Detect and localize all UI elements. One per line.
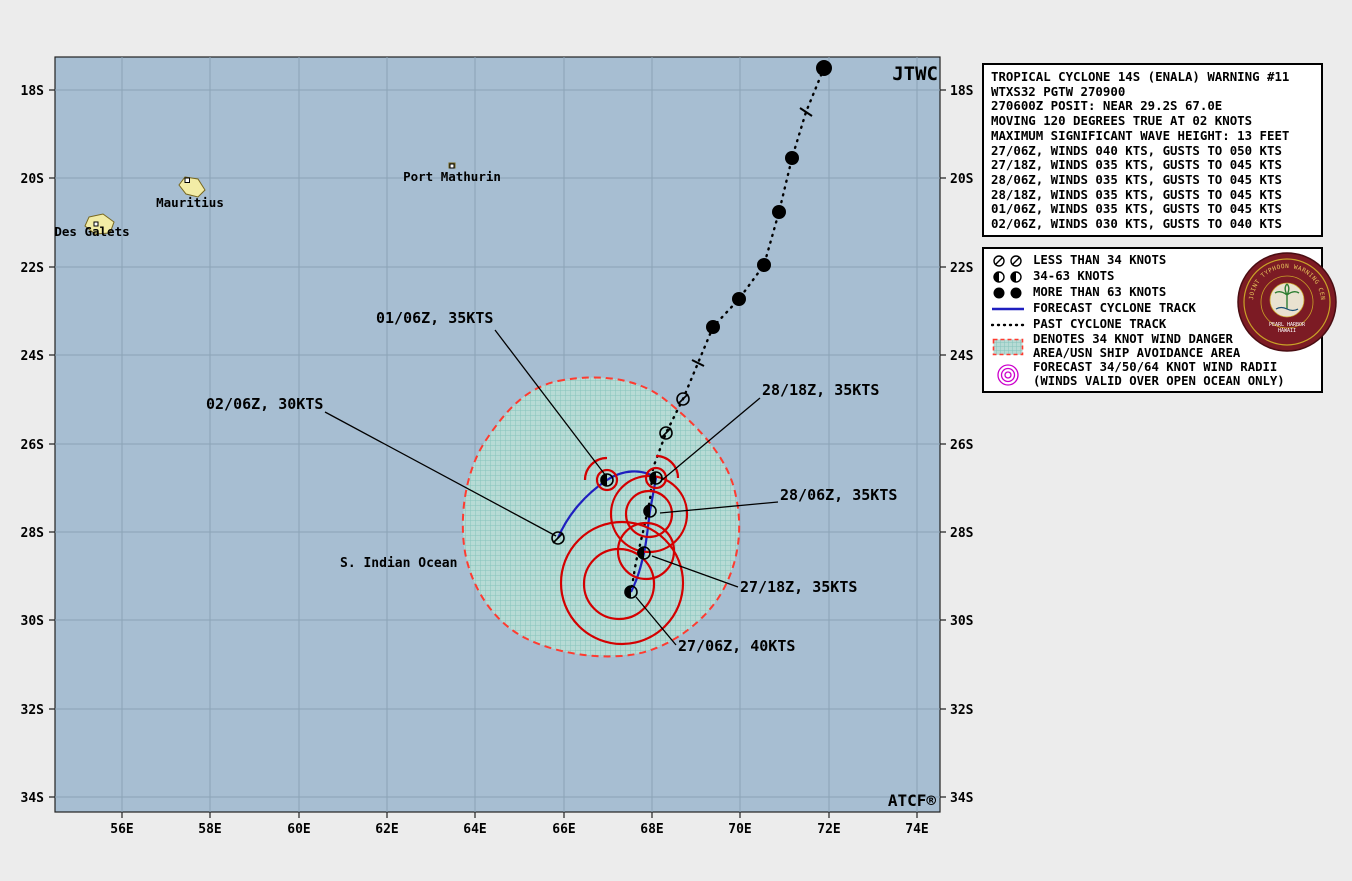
callout-label: 28/06Z, 35KTS: [780, 486, 897, 504]
lat-label: 30S: [950, 614, 974, 629]
lat-label: 26S: [21, 438, 45, 453]
legend-row-wind-radii: FORECAST 34/50/64 KNOT WIND RADII (WINDS…: [989, 360, 1316, 388]
legend-row-gt63: MORE THAN 63 KNOTS: [989, 285, 1316, 300]
lon-label: 66E: [552, 822, 575, 837]
lat-label: 20S: [950, 172, 974, 187]
atcf-watermark: ATCF®: [888, 791, 937, 810]
warning-info-box: TROPICAL CYCLONE 14S (ENALA) WARNING #11…: [982, 63, 1323, 237]
lon-label: 62E: [375, 822, 398, 837]
lat-label: 28S: [21, 526, 45, 541]
legend-label: PAST CYCLONE TRACK: [1033, 316, 1167, 331]
callout-label: 01/06Z, 35KTS: [376, 309, 493, 327]
port-mathurin-marker: [449, 163, 455, 169]
callout-label: 27/18Z, 35KTS: [740, 578, 857, 596]
legend-label: MORE THAN 63 KNOTS: [1033, 284, 1167, 299]
lon-label: 64E: [463, 822, 486, 837]
lat-label: 30S: [21, 614, 45, 629]
warning-info-line: 27/06Z, WINDS 040 KTS, GUSTS TO 050 KTS: [991, 142, 1282, 158]
ocean-label: S. Indian Ocean: [340, 556, 457, 571]
callout-label: 02/06Z, 30KTS: [206, 395, 323, 413]
city-markers: [93, 163, 455, 227]
place-label-port-mathurin: Port Mathurin: [403, 169, 501, 184]
mauritius-marker: [184, 177, 190, 183]
island-reunion: [84, 213, 115, 235]
forecast-position-symbols: [551, 471, 663, 599]
seal-location-line2: HAWAII: [1278, 328, 1296, 334]
lat-label: 22S: [21, 261, 45, 276]
callout-label: 28/18Z, 35KTS: [762, 381, 879, 399]
callout-label: 27/06Z, 40KTS: [678, 637, 795, 655]
wind-radii-arcs: [559, 454, 689, 646]
lat-label: 24S: [950, 349, 974, 364]
lon-label: 58E: [198, 822, 221, 837]
des-galets-marker: [93, 221, 99, 227]
lat-label: 32S: [950, 703, 974, 718]
legend-row-forecast-track: FORECAST CYCLONE TRACK: [989, 301, 1316, 316]
wind-radii-symbol-icon: [989, 363, 1027, 387]
past-track-lt34-symbols: [659, 392, 690, 440]
lon-label: 70E: [728, 822, 751, 837]
callout-leaders: [324, 329, 779, 646]
lat-label: 34S: [21, 791, 45, 806]
gt63-symbol-icon: [989, 286, 1027, 300]
34to63-symbol-icon: [989, 270, 1027, 284]
lat-label: 18S: [21, 84, 45, 99]
danger-area-swatch-icon: [989, 338, 1027, 356]
legend-row-34to63: 34-63 KNOTS: [989, 269, 1316, 284]
warning-info-line: 270600Z POSIT: NEAR 29.2S 67.0E: [991, 98, 1223, 114]
warning-info-line: 01/06Z, WINDS 035 KTS, GUSTS TO 045 KTS: [991, 201, 1282, 217]
past-track-line: [629, 66, 826, 594]
jtwc-seal-logo: JOINT TYPHOON WARNING CENTER PEARL HARBO…: [1236, 251, 1337, 352]
axis-ticks: [49, 89, 946, 818]
lat-label: 18S: [950, 84, 974, 99]
warning-info-line: MOVING 120 DEGREES TRUE AT 02 KNOTS: [991, 113, 1253, 129]
lat-label: 28S: [950, 526, 974, 541]
jtwc-watermark: JTWC: [892, 63, 938, 85]
past-track-line-icon: [989, 320, 1027, 330]
lon-label: 68E: [640, 822, 663, 837]
legend-row-danger-area: DENOTES 34 KNOT WIND DANGER AREA/USN SHI…: [989, 332, 1316, 360]
legend-label: LESS THAN 34 KNOTS: [1033, 252, 1167, 267]
past-track-gt63-symbols: [706, 60, 832, 334]
warning-info-line: WTXS32 PGTW 270900: [991, 83, 1126, 99]
seal-waves-icon: [1275, 306, 1299, 312]
warning-info-line: 02/06Z, WINDS 030 KTS, GUSTS TO 040 KTS: [991, 216, 1282, 232]
lat-label: 32S: [21, 703, 45, 718]
legend-row-past-track: PAST CYCLONE TRACK: [989, 317, 1316, 332]
lon-label: 56E: [110, 822, 133, 837]
warning-info-line: 28/06Z, WINDS 035 KTS, GUSTS TO 045 KTS: [991, 171, 1282, 187]
lt34-symbol-icon: [989, 254, 1027, 268]
forecast-track-line-icon: [989, 304, 1027, 314]
lon-label: 60E: [287, 822, 310, 837]
warning-info-line: MAXIMUM SIGNIFICANT WAVE HEIGHT: 13 FEET: [991, 127, 1290, 143]
lat-label: 26S: [950, 438, 974, 453]
past-track-intermediate-ticks: [691, 107, 813, 367]
place-label-des-galets: Des Galets: [54, 224, 129, 239]
lat-label: 20S: [21, 172, 45, 187]
place-label-mauritius: Mauritius: [156, 195, 224, 210]
lat-label: 24S: [21, 349, 45, 364]
warning-info-line: 27/18Z, WINDS 035 KTS, GUSTS TO 045 KTS: [991, 157, 1282, 173]
warning-title: TROPICAL CYCLONE 14S (ENALA) WARNING #11: [991, 69, 1290, 84]
lat-label: 34S: [950, 791, 974, 806]
warning-info-line: 28/18Z, WINDS 035 KTS, GUSTS TO 045 KTS: [991, 186, 1282, 202]
legend-row-lt34: LESS THAN 34 KNOTS: [989, 253, 1316, 268]
seal-location-line1: PEARL HARBOR: [1269, 322, 1306, 328]
lat-label: 22S: [950, 261, 974, 276]
danger-area: [461, 376, 741, 658]
lon-label: 74E: [905, 822, 928, 837]
legend-box: LESS THAN 34 KNOTS 34-63 KNOTS MOR: [982, 247, 1323, 393]
seal-palm-icon: [1274, 283, 1300, 309]
legend-label: DENOTES 34 KNOT WIND DANGER AREA/USN SHI…: [1033, 332, 1241, 360]
legend-label: FORECAST CYCLONE TRACK: [1033, 300, 1196, 315]
legend-label: FORECAST 34/50/64 KNOT WIND RADII (WINDS…: [1033, 360, 1285, 388]
lon-label: 72E: [817, 822, 840, 837]
legend-label: 34-63 KNOTS: [1033, 268, 1115, 283]
